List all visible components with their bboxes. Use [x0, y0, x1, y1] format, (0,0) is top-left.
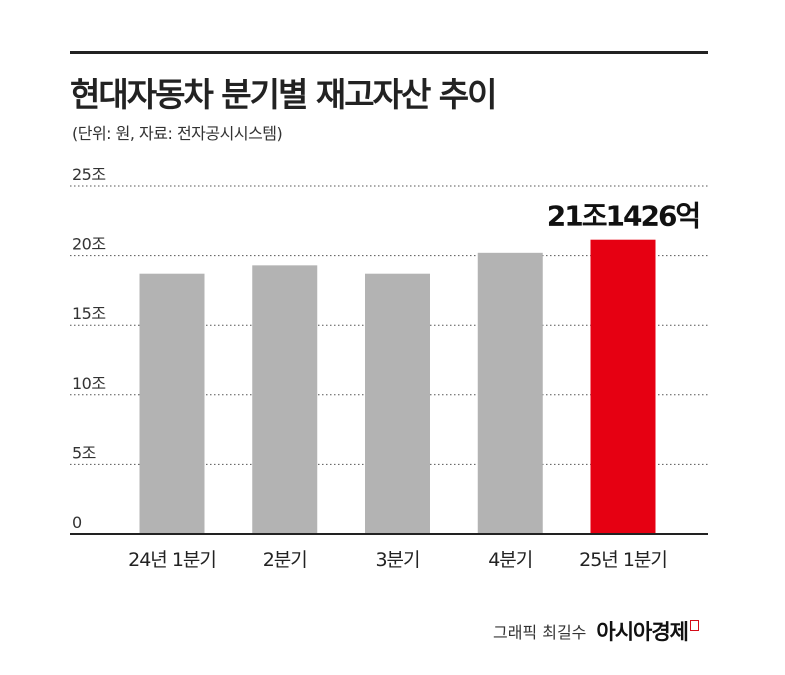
- chart-title: 현대자동차 분기별 재고자산 추이: [70, 75, 498, 114]
- bar-highlight: [590, 239, 656, 534]
- y-tick-label: 20조: [72, 235, 106, 254]
- bar: [139, 273, 205, 534]
- x-axis-labels: 24년 1분기 2분기 3분기 4분기 25년 1분기: [128, 549, 668, 571]
- bar: [477, 252, 543, 535]
- x-tick-label: 25년 1분기: [579, 549, 667, 571]
- source-credit: 그래픽 최길수 아시아경제: [493, 616, 699, 646]
- y-tick-label: 5조: [72, 443, 96, 462]
- y-tick-label: 15조: [72, 304, 106, 323]
- x-tick-label: 4분기: [488, 549, 532, 571]
- bars: [139, 239, 656, 535]
- y-tick-label: 25조: [72, 165, 106, 184]
- y-tick-label: 10조: [72, 374, 106, 393]
- x-tick-label: 2분기: [263, 549, 307, 571]
- brand-logo: 아시아경제: [596, 616, 699, 646]
- brand-name: 아시아경제: [596, 620, 689, 644]
- x-tick-label: 24년 1분기: [128, 549, 216, 571]
- brand-mark-icon: [690, 620, 699, 631]
- bar: [365, 273, 430, 534]
- highlight-value-label: 21조1426억: [547, 200, 699, 233]
- y-axis-ticks: 0 5조 10조 15조 20조 25조: [72, 165, 106, 532]
- bar: [252, 265, 318, 534]
- x-tick-label: 3분기: [375, 549, 419, 571]
- chart-subtitle: (단위: 원, 자료: 전자공시시스템): [72, 124, 283, 143]
- top-rule: [70, 51, 708, 54]
- graphic-credit: 그래픽 최길수: [492, 623, 587, 642]
- y-tick-label: 0: [72, 513, 82, 532]
- annotations: 21조1426억: [547, 200, 701, 233]
